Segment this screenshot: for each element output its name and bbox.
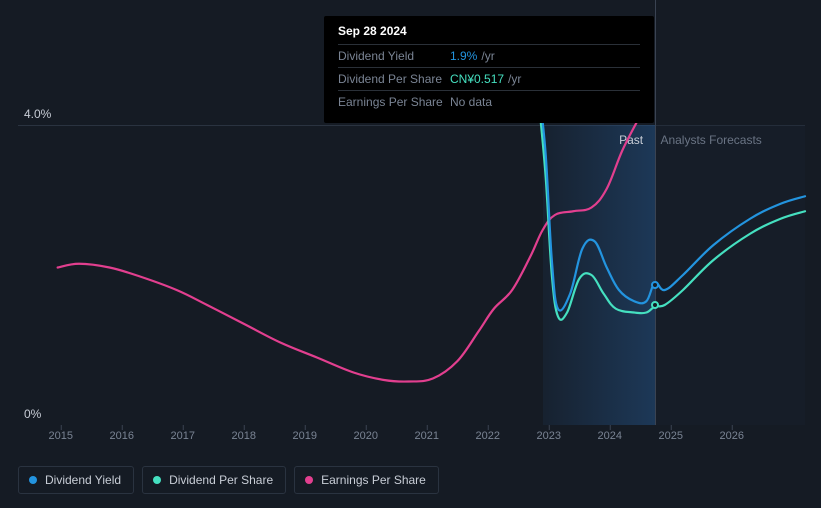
tooltip-value: CN¥0.517 /yr [450, 72, 521, 86]
x-tick: 2023 [537, 430, 561, 442]
legend-label: Earnings Per Share [321, 473, 426, 487]
legend-dot-icon [153, 476, 161, 484]
tooltip-date: Sep 28 2024 [338, 24, 640, 44]
tooltip-key: Dividend Yield [338, 49, 450, 63]
x-tick: 2016 [109, 430, 133, 442]
tooltip-key: Dividend Per Share [338, 72, 450, 86]
x-tick: 2019 [292, 430, 316, 442]
tooltip-val-main: 1.9% [450, 49, 477, 63]
x-tick: 2018 [231, 430, 255, 442]
legend-label: Dividend Yield [45, 473, 121, 487]
chart-lines [18, 125, 805, 425]
legend-label: Dividend Per Share [169, 473, 273, 487]
y-axis-max-label: 4.0% [24, 107, 51, 121]
x-tick: 2026 [720, 430, 744, 442]
x-tick: 2024 [598, 430, 622, 442]
tooltip-row: Dividend Yield 1.9% /yr [338, 44, 640, 67]
tooltip-row: Dividend Per Share CN¥0.517 /yr [338, 67, 640, 90]
tooltip-row: Earnings Per Share No data [338, 90, 640, 113]
marker-dividend-yield [651, 281, 659, 289]
x-tick: 2021 [415, 430, 439, 442]
legend-item-earnings-per-share[interactable]: Earnings Per Share [294, 466, 439, 494]
tooltip-key: Earnings Per Share [338, 95, 450, 109]
x-tick: 2025 [659, 430, 683, 442]
tooltip-val-suffix: /yr [481, 49, 494, 63]
tooltip-val-main: CN¥0.517 [450, 72, 504, 86]
legend-dot-icon [29, 476, 37, 484]
x-tick: 2020 [353, 430, 377, 442]
x-tick: 2015 [48, 430, 72, 442]
legend-item-dividend-yield[interactable]: Dividend Yield [18, 466, 134, 494]
legend-dot-icon [305, 476, 313, 484]
chart-tooltip: Sep 28 2024 Dividend Yield 1.9% /yr Divi… [324, 16, 654, 123]
x-axis: 2015 2016 2017 2018 2019 2020 2021 2022 2023 2024… [18, 430, 805, 450]
tooltip-val-main: No data [450, 95, 492, 109]
x-tick: 2022 [476, 430, 500, 442]
marker-dividend-per-share [651, 301, 659, 309]
x-tick: 2017 [170, 430, 194, 442]
legend-item-dividend-per-share[interactable]: Dividend Per Share [142, 466, 286, 494]
tooltip-value: 1.9% /yr [450, 49, 495, 63]
legend: Dividend Yield Dividend Per Share Earnin… [18, 466, 439, 494]
tooltip-val-suffix: /yr [508, 72, 521, 86]
tooltip-value: No data [450, 95, 496, 109]
